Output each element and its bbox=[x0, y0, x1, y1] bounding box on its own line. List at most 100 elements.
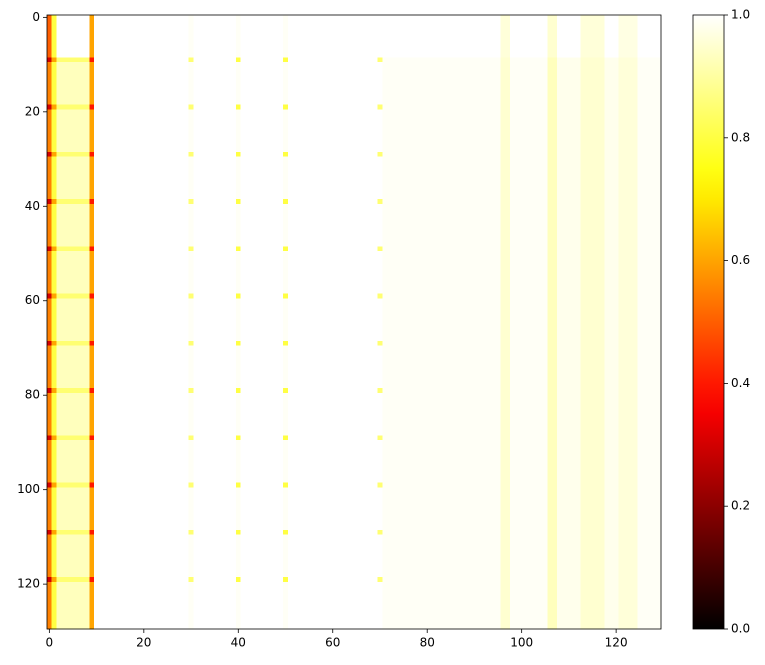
heatmap-cell bbox=[56, 104, 90, 110]
heatmap-cell bbox=[51, 534, 57, 578]
heatmap-cell bbox=[557, 435, 582, 441]
heatmap-cell bbox=[500, 388, 511, 394]
heatmap-cell bbox=[56, 529, 90, 535]
heatmap-cell bbox=[188, 15, 194, 58]
heatmap-cell bbox=[509, 388, 548, 394]
heatmap-cell bbox=[188, 104, 194, 110]
heatmap-cell bbox=[240, 340, 284, 346]
heatmap-cell bbox=[377, 251, 383, 294]
heatmap-cell bbox=[283, 104, 289, 110]
heatmap-cell bbox=[94, 251, 189, 294]
heatmap-cell bbox=[377, 246, 383, 252]
heatmap-cell bbox=[547, 345, 558, 389]
heatmap-cell bbox=[618, 388, 638, 394]
heatmap-cell bbox=[637, 435, 662, 441]
heatmap-cell bbox=[377, 440, 383, 483]
heatmap-cell bbox=[89, 151, 95, 157]
heatmap-cell bbox=[557, 345, 582, 389]
heatmap-cell bbox=[377, 534, 383, 578]
heatmap-cell bbox=[287, 577, 378, 583]
heatmap-cell bbox=[377, 487, 383, 531]
heatmap-cell bbox=[89, 104, 95, 110]
heatmap-cell bbox=[500, 203, 511, 247]
heatmap-cell bbox=[377, 298, 383, 342]
heatmap-cell bbox=[547, 293, 558, 299]
heatmap-cell bbox=[580, 104, 605, 110]
heatmap-cell bbox=[283, 151, 289, 157]
heatmap-cell bbox=[47, 293, 53, 299]
heatmap-cell bbox=[188, 199, 194, 205]
heatmap-cell bbox=[557, 487, 582, 531]
heatmap-cell bbox=[509, 203, 548, 247]
heatmap-cell bbox=[235, 199, 241, 205]
heatmap-cell bbox=[56, 487, 90, 531]
heatmap-cell bbox=[557, 340, 582, 346]
heatmap-cell bbox=[618, 203, 638, 247]
heatmap-cell bbox=[193, 577, 237, 583]
heatmap-cell bbox=[188, 57, 194, 63]
x-tick-label: 120 bbox=[605, 636, 628, 650]
heatmap-cell bbox=[235, 15, 241, 58]
heatmap-cell bbox=[47, 577, 53, 583]
heatmap-cell bbox=[618, 298, 638, 342]
heatmap-cell bbox=[509, 199, 548, 205]
heatmap-cell bbox=[500, 104, 511, 110]
heatmap-cell bbox=[47, 246, 53, 252]
heatmap-cell bbox=[618, 487, 638, 531]
heatmap-cell bbox=[618, 251, 638, 294]
y-tick-label: 80 bbox=[25, 388, 40, 402]
heatmap-cell bbox=[94, 529, 189, 535]
heatmap-cell bbox=[580, 340, 605, 346]
heatmap-cell bbox=[51, 482, 57, 488]
heatmap-cell bbox=[240, 298, 284, 342]
heatmap-cell bbox=[188, 151, 194, 157]
heatmap-cell bbox=[193, 340, 237, 346]
heatmap-cell bbox=[637, 251, 662, 294]
heatmap-cell bbox=[604, 199, 619, 205]
heatmap-cell bbox=[287, 298, 378, 342]
colorbar bbox=[692, 14, 725, 630]
heatmap-cell bbox=[235, 104, 241, 110]
heatmap-cell bbox=[89, 581, 95, 630]
heatmap-cell bbox=[193, 392, 237, 436]
heatmap-cell bbox=[604, 293, 619, 299]
heatmap-cell bbox=[56, 440, 90, 483]
heatmap-cell bbox=[287, 57, 378, 63]
heatmap-cell bbox=[637, 487, 662, 531]
heatmap-cell bbox=[56, 298, 90, 342]
x-tick-label: 40 bbox=[231, 636, 246, 650]
heatmap-cell bbox=[509, 246, 548, 252]
heatmap-cell bbox=[580, 388, 605, 394]
heatmap-cell bbox=[287, 487, 378, 531]
heatmap-cell bbox=[193, 15, 237, 58]
heatmap-cell bbox=[604, 62, 619, 106]
heatmap-cell bbox=[283, 293, 289, 299]
heatmap-cell bbox=[287, 199, 378, 205]
heatmap-cell bbox=[51, 392, 57, 436]
heatmap-cell bbox=[235, 57, 241, 63]
heatmap-cell bbox=[89, 109, 95, 153]
heatmap-cell bbox=[509, 534, 548, 578]
heatmap-cell bbox=[580, 345, 605, 389]
heatmap-cell bbox=[47, 62, 53, 106]
heatmap-cell bbox=[287, 293, 378, 299]
heatmap-cell bbox=[557, 529, 582, 535]
heatmap-cell bbox=[89, 57, 95, 63]
heatmap-cell bbox=[580, 581, 605, 630]
plot-frame bbox=[46, 14, 662, 630]
heatmap-cell bbox=[580, 298, 605, 342]
heatmap-cell bbox=[235, 345, 241, 389]
heatmap-cell bbox=[547, 435, 558, 441]
x-tick-label: 0 bbox=[46, 636, 54, 650]
heatmap-cell bbox=[240, 534, 284, 578]
heatmap-cell bbox=[89, 246, 95, 252]
heatmap-cell bbox=[89, 340, 95, 346]
heatmap-cell bbox=[235, 251, 241, 294]
heatmap-cell bbox=[637, 151, 662, 157]
heatmap-cell bbox=[604, 345, 619, 389]
heatmap-cell bbox=[89, 345, 95, 389]
heatmap-cell bbox=[547, 298, 558, 342]
heatmap-cell bbox=[188, 345, 194, 389]
heatmap-cell bbox=[500, 246, 511, 252]
y-tick-label: 20 bbox=[25, 104, 40, 118]
